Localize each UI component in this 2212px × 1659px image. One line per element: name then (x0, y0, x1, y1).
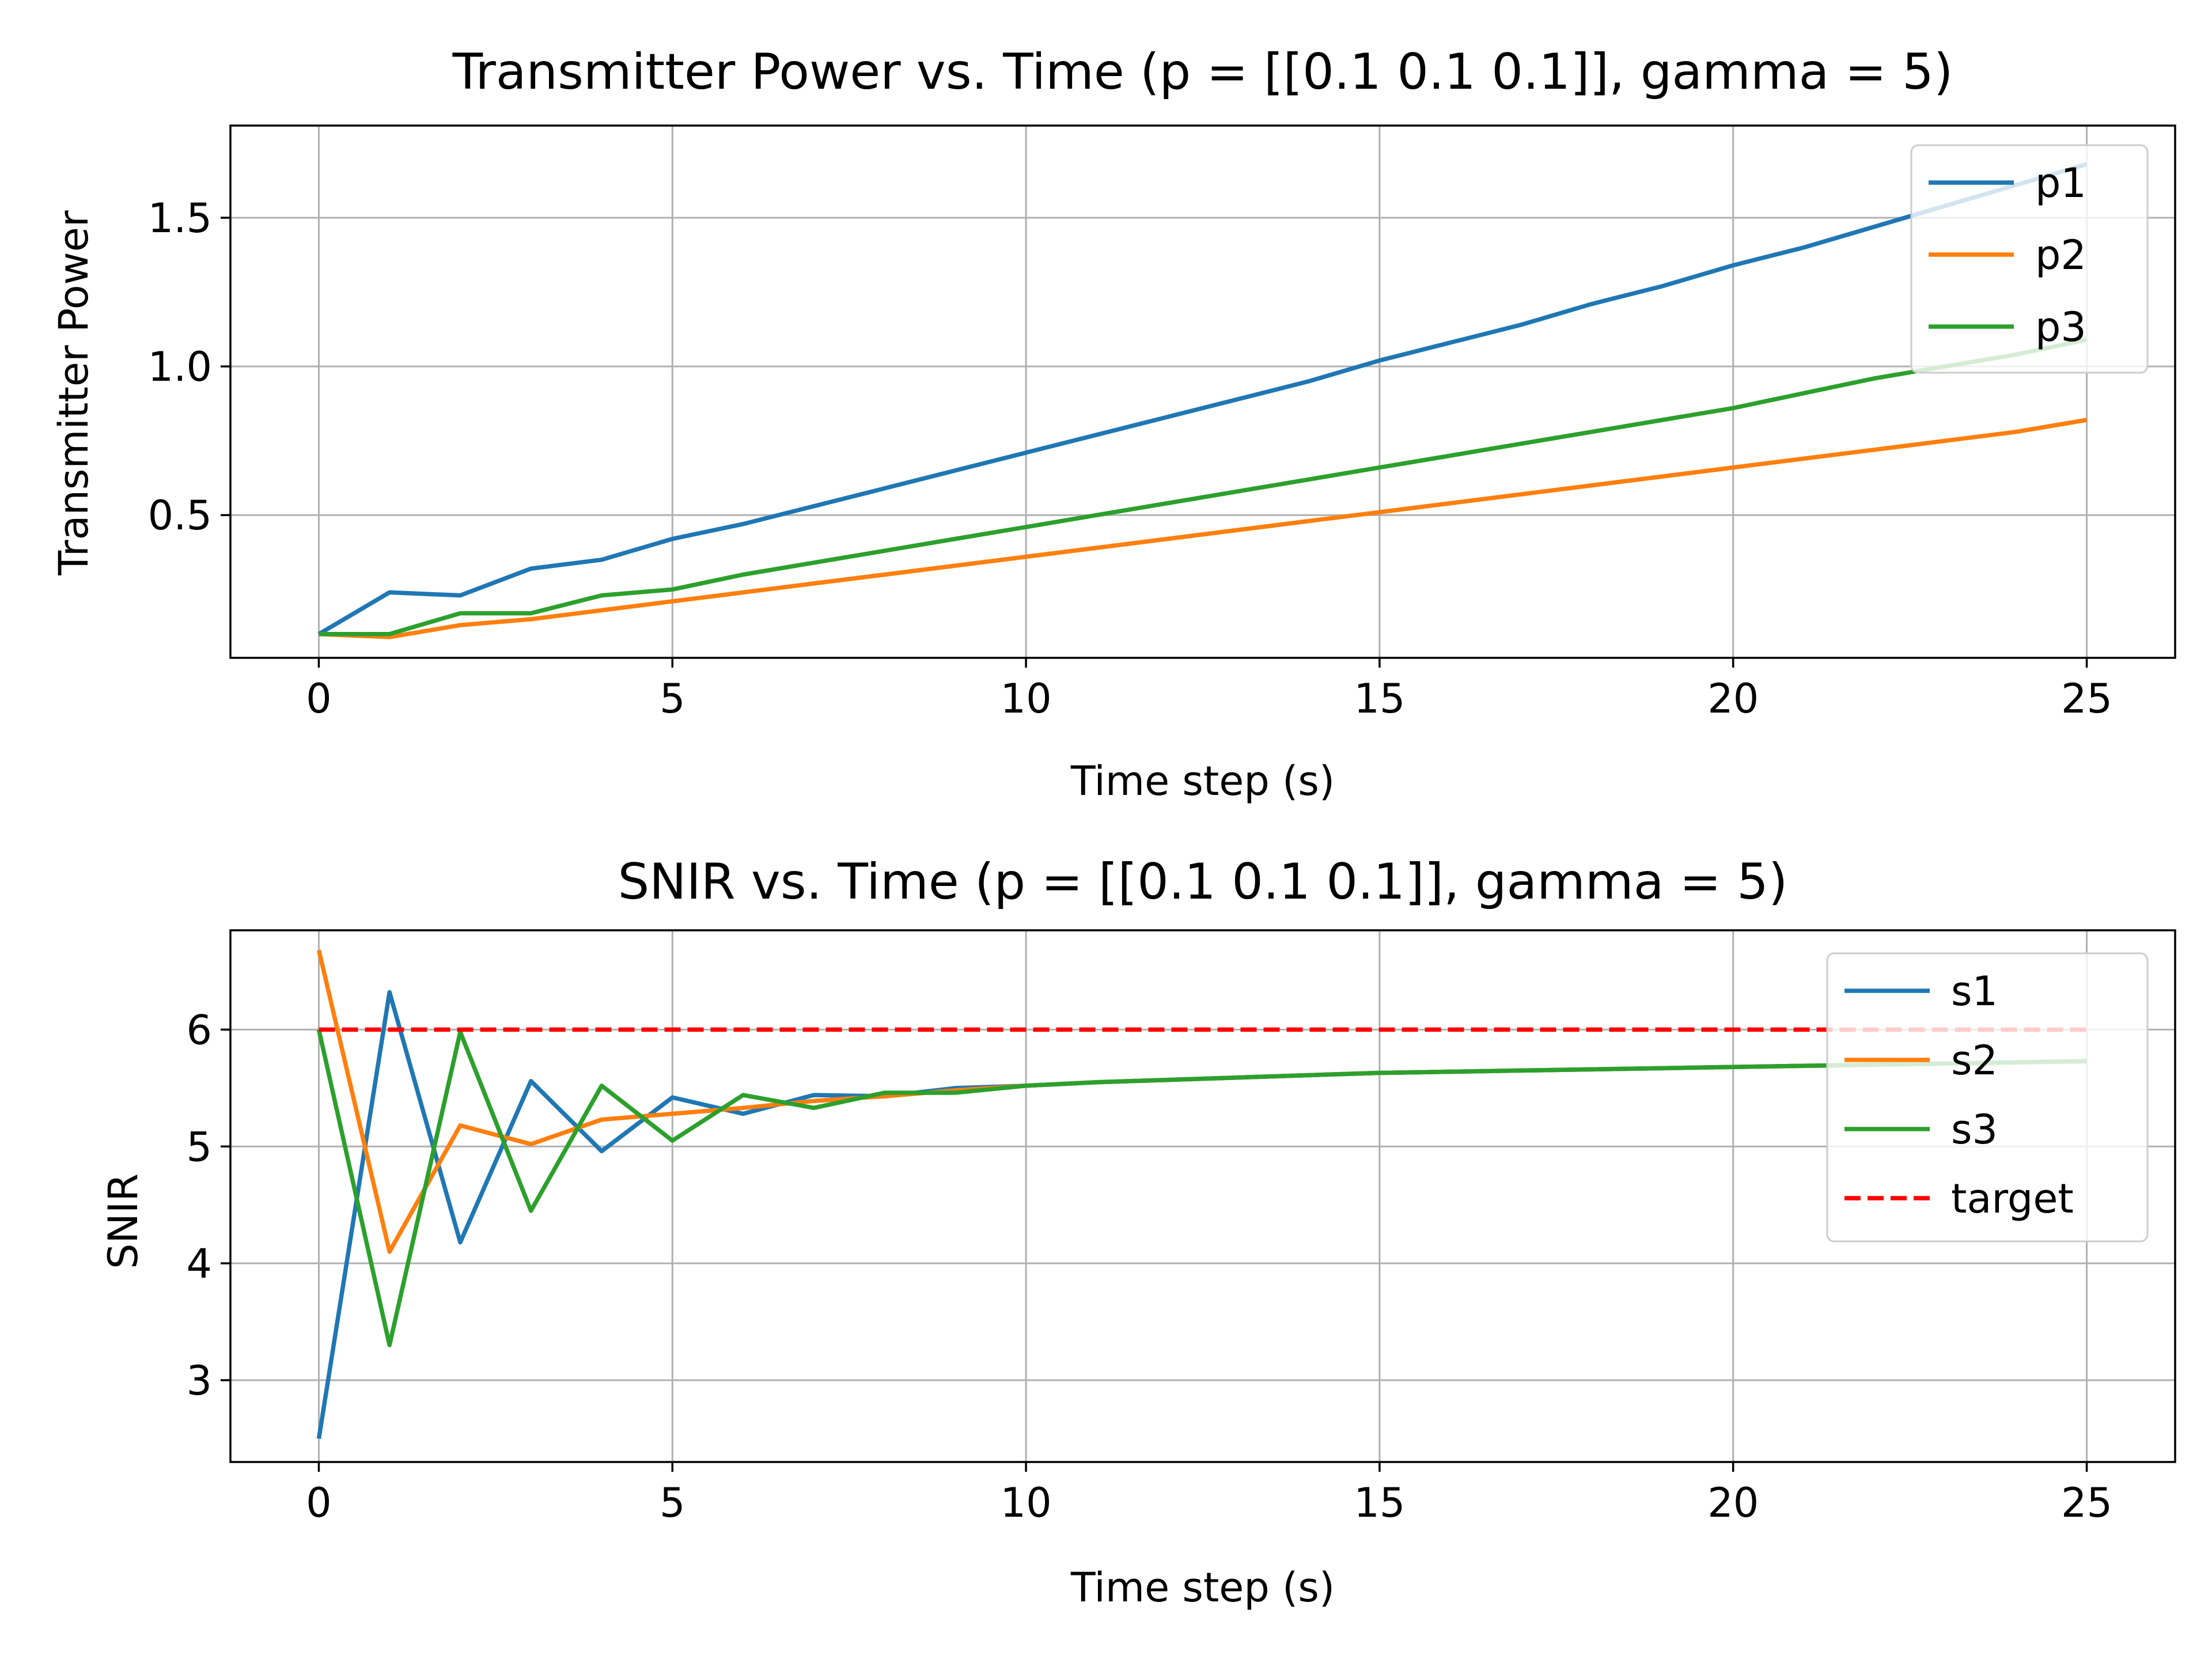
snir-x-tick-label: 15 (1354, 1479, 1405, 1527)
power-x-tick-label: 15 (1354, 675, 1405, 722)
power-legend-box (1910, 144, 2149, 374)
snir-y-tick-label: 3 (186, 1357, 212, 1404)
power-x-tick-label: 25 (2061, 675, 2112, 722)
power-subplot: Transmitter Power vs. Time (p = [[0.1 0.… (50, 43, 2176, 805)
snir-legend-box (1826, 952, 2149, 1243)
power-legend-label-p3: p3 (2035, 304, 2086, 351)
snir-series-line-s3 (316, 1029, 2087, 1347)
power-axes-frame (229, 124, 2176, 659)
snir-chart-title: SNIR vs. Time (p = [[0.1 0.1 0.1]], gamm… (618, 853, 1788, 911)
snir-x-tick-label: 5 (660, 1479, 685, 1527)
snir-y-tick-label: 5 (186, 1123, 212, 1171)
snir-series-line-s2 (316, 949, 2087, 1254)
power-y-tick-label: 0.5 (148, 492, 212, 539)
snir-legend: s1 s2 s3 target (1826, 952, 2149, 1243)
snir-y-tick-label: 6 (186, 1006, 212, 1054)
power-x-tick-label: 0 (306, 675, 332, 722)
snir-y-tick-label: 4 (186, 1240, 212, 1287)
power-x-axis-label: Time step (s) (1070, 757, 1335, 805)
power-legend-label-p1: p1 (2035, 160, 2086, 207)
power-x-tick-label: 20 (1707, 675, 1759, 722)
power-x-tick-label: 10 (1001, 675, 1052, 722)
snir-legend-label-target: target (1951, 1175, 2074, 1222)
snir-x-tick-label: 0 (306, 1479, 332, 1527)
snir-axes-frame (229, 929, 2176, 1463)
power-series-line-p2 (319, 418, 2088, 639)
snir-x-tick-label: 10 (1001, 1479, 1052, 1527)
snir-x-tick-label: 20 (1707, 1479, 1759, 1527)
snir-x-axis-label: Time step (s) (1070, 1564, 1335, 1611)
power-y-tick-label: 1.5 (148, 195, 212, 242)
snir-y-axis-label: SNIR (100, 1173, 147, 1269)
power-series-line-p3 (319, 338, 2088, 637)
snir-x-tick-label: 25 (2061, 1479, 2112, 1527)
snir-legend-label-s1: s1 (1951, 968, 1998, 1015)
snir-subplot: SNIR vs. Time (p = [[0.1 0.1 0.1]], gamm… (100, 853, 2176, 1611)
snir-series-line-s1 (316, 990, 2087, 1439)
power-x-tick-label: 5 (660, 675, 685, 722)
power-series-line-p1 (317, 162, 2088, 636)
power-y-axis-label: Transmitter Power (50, 210, 97, 575)
snir-legend-label-s2: s2 (1951, 1037, 1998, 1084)
power-y-tick-label: 1.0 (148, 343, 212, 391)
power-legend: p1 p2 p3 (1910, 144, 2149, 374)
power-chart-title: Transmitter Power vs. Time (p = [[0.1 0.… (452, 43, 1953, 101)
snir-legend-label-s3: s3 (1951, 1106, 1998, 1153)
power-legend-label-p2: p2 (2035, 232, 2086, 279)
